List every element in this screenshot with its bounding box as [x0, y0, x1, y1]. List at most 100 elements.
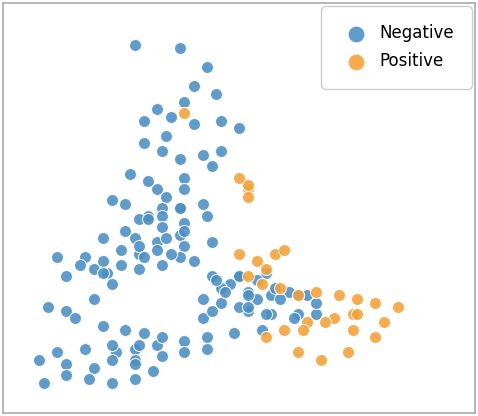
Positive	[304, 319, 311, 325]
Negative	[176, 231, 184, 238]
Negative	[167, 114, 174, 120]
Negative	[158, 205, 165, 211]
Negative	[99, 258, 107, 265]
Negative	[108, 342, 116, 348]
Positive	[317, 357, 325, 363]
Negative	[181, 186, 188, 192]
Negative	[176, 205, 184, 211]
Negative	[63, 307, 70, 314]
Negative	[217, 300, 225, 306]
Negative	[235, 273, 243, 280]
Negative	[176, 254, 184, 261]
Negative	[176, 155, 184, 162]
Negative	[140, 140, 147, 147]
Negative	[130, 357, 138, 363]
Negative	[203, 334, 211, 341]
Negative	[90, 265, 98, 272]
Positive	[244, 273, 252, 280]
Positive	[281, 246, 288, 253]
Negative	[212, 277, 220, 284]
Positive	[244, 182, 252, 188]
Negative	[199, 201, 206, 208]
Negative	[108, 379, 116, 386]
Positive	[322, 319, 329, 325]
Negative	[181, 98, 188, 105]
Negative	[153, 239, 161, 245]
Negative	[190, 258, 197, 265]
Negative	[72, 315, 79, 322]
Positive	[371, 300, 379, 306]
Negative	[276, 296, 284, 302]
Negative	[285, 288, 293, 295]
Negative	[90, 296, 98, 302]
Negative	[130, 41, 138, 48]
Negative	[54, 254, 61, 261]
Negative	[130, 345, 138, 352]
Negative	[181, 349, 188, 356]
Negative	[294, 292, 302, 299]
Negative	[203, 345, 211, 352]
Positive	[353, 311, 361, 318]
Negative	[163, 235, 170, 242]
Negative	[253, 296, 261, 302]
Negative	[144, 212, 152, 219]
Negative	[167, 250, 174, 257]
Negative	[35, 357, 43, 363]
Negative	[149, 368, 156, 375]
Negative	[121, 326, 129, 333]
Negative	[85, 376, 93, 382]
Negative	[121, 228, 129, 234]
Negative	[117, 262, 125, 268]
Negative	[108, 357, 116, 363]
Negative	[203, 212, 211, 219]
Negative	[208, 163, 216, 170]
Negative	[144, 216, 152, 223]
Negative	[313, 311, 320, 318]
Negative	[135, 265, 143, 272]
Positive	[281, 326, 288, 333]
Positive	[313, 288, 320, 295]
Negative	[230, 330, 238, 337]
Negative	[267, 292, 275, 299]
Negative	[135, 342, 143, 348]
Positive	[244, 186, 252, 192]
Positive	[253, 258, 261, 265]
Negative	[235, 273, 243, 280]
Negative	[158, 224, 165, 230]
Negative	[199, 296, 206, 302]
Negative	[244, 292, 252, 299]
Negative	[258, 326, 266, 333]
Negative	[226, 281, 234, 287]
Negative	[99, 322, 107, 329]
Negative	[181, 243, 188, 249]
Negative	[108, 197, 116, 204]
Negative	[140, 117, 147, 124]
Negative	[235, 304, 243, 310]
Positive	[235, 174, 243, 181]
Negative	[208, 273, 216, 280]
Positive	[380, 319, 388, 325]
Negative	[212, 91, 220, 97]
Negative	[153, 342, 161, 348]
Negative	[176, 205, 184, 211]
Negative	[313, 300, 320, 306]
Negative	[262, 311, 270, 318]
Negative	[217, 148, 225, 154]
Negative	[262, 269, 270, 276]
Negative	[130, 361, 138, 367]
Negative	[81, 254, 88, 261]
Negative	[130, 235, 138, 242]
Positive	[394, 304, 402, 310]
Positive	[272, 250, 279, 257]
Negative	[90, 364, 98, 371]
Negative	[103, 269, 111, 276]
Negative	[235, 125, 243, 131]
Positive	[331, 315, 338, 322]
Negative	[135, 216, 143, 223]
Positive	[262, 334, 270, 341]
Legend: Negative, Positive: Negative, Positive	[326, 11, 467, 84]
Negative	[81, 345, 88, 352]
Negative	[163, 132, 170, 139]
Negative	[176, 45, 184, 52]
Negative	[40, 379, 47, 386]
